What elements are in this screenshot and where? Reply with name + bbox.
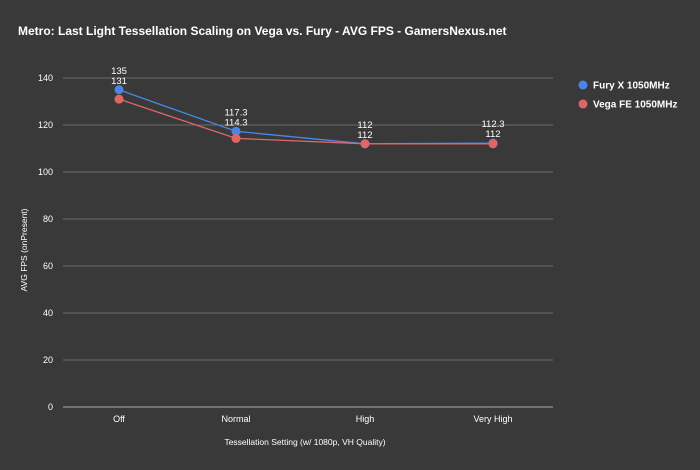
data-label: 112.3 xyxy=(481,119,504,130)
data-label: 135 xyxy=(111,66,127,77)
y-tick-label: 140 xyxy=(38,73,53,83)
grid xyxy=(63,77,553,408)
data-label: 117.3 xyxy=(224,107,247,118)
y-tick-label: 120 xyxy=(38,120,53,130)
series-lines xyxy=(118,89,494,145)
legend: Fury X 1050MHz Vega FE 1050MHz xyxy=(578,80,677,111)
data-label: 112 xyxy=(357,120,372,131)
y-tick-label: 20 xyxy=(43,355,53,365)
x-axis-ticks: Off Normal High Very High xyxy=(113,414,512,424)
legend-label: Fury X 1050MHz xyxy=(593,81,670,92)
y-tick-label: 40 xyxy=(43,308,53,318)
x-tick-label: High xyxy=(356,414,375,424)
data-point xyxy=(231,133,241,143)
legend-label: Vega FE 1050MHz xyxy=(593,100,677,111)
data-point xyxy=(114,85,124,95)
chart-title: Metro: Last Light Tessellation Scaling o… xyxy=(18,24,507,38)
series-points xyxy=(114,85,498,149)
data-label: 131 xyxy=(111,76,127,87)
data-point xyxy=(360,139,370,149)
data-label: 112 xyxy=(485,129,500,140)
data-label: 114.3 xyxy=(224,117,247,128)
x-tick-label: Very High xyxy=(473,414,512,424)
data-point xyxy=(488,139,498,149)
data-point xyxy=(231,126,241,136)
x-axis-title: Tessellation Setting (w/ 1080p, VH Quali… xyxy=(224,437,385,447)
data-label: 112 xyxy=(357,130,372,141)
x-tick-label: Off xyxy=(113,414,125,424)
series-line xyxy=(118,98,493,145)
x-tick-label: Normal xyxy=(221,414,250,424)
data-point xyxy=(114,94,124,104)
y-tick-label: 60 xyxy=(43,261,53,271)
y-tick-label: 0 xyxy=(48,402,53,412)
y-axis-ticks: 0 20 40 60 80 100 120 140 xyxy=(38,73,53,412)
series-line xyxy=(118,89,494,145)
y-tick-label: 80 xyxy=(43,214,53,224)
legend-marker xyxy=(578,99,588,109)
y-tick-label: 100 xyxy=(38,167,53,177)
legend-marker xyxy=(578,80,588,90)
y-axis-title: AVG FPS (onPresent) xyxy=(19,208,29,291)
